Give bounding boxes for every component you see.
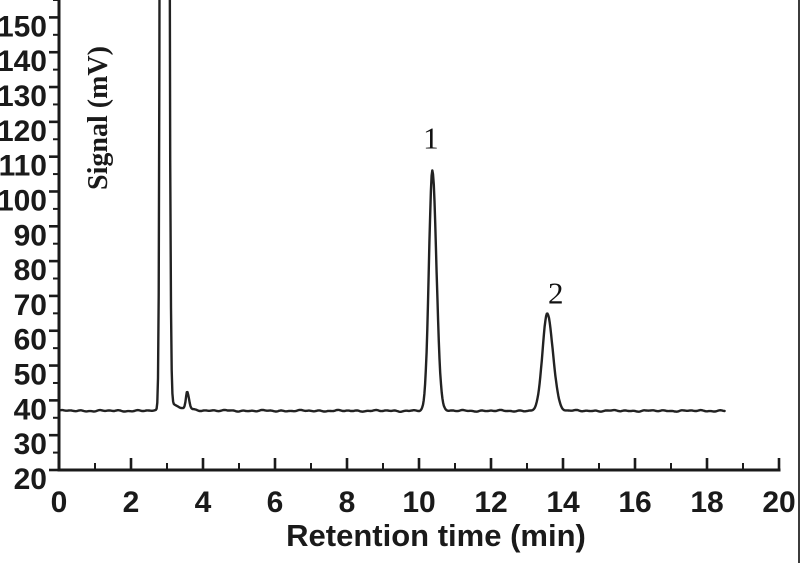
x-tick-label: 0: [51, 486, 68, 519]
x-tick-label: 2: [123, 486, 140, 519]
y-tick-label: 40: [14, 393, 47, 426]
y-tick-label: 60: [14, 324, 47, 357]
y-tick-label: 100: [0, 184, 47, 217]
signal-trace: [59, 0, 726, 413]
y-tick-label: 90: [14, 219, 47, 252]
x-axis-title: Retention time (min): [286, 518, 586, 553]
x-tick-label: 16: [618, 486, 651, 519]
y-tick-label: 20: [14, 463, 47, 496]
screenshot-right-edge-line: [798, 0, 800, 563]
peak-label-2: 2: [548, 275, 564, 310]
x-tick-label: 14: [546, 486, 580, 519]
y-tick-label: 140: [0, 45, 47, 78]
x-tick-label: 6: [267, 486, 284, 519]
y-axis-title: Signal (mV): [83, 46, 114, 190]
x-tick-label: 10: [402, 486, 435, 519]
x-tick-label: 18: [690, 486, 723, 519]
y-tick-label: 130: [0, 80, 47, 113]
y-tick-label: 80: [14, 254, 47, 287]
y-tick-label: 110: [0, 150, 47, 183]
y-tick-label: 30: [14, 428, 47, 461]
y-tick-label: 50: [14, 359, 47, 392]
y-tick-label: 70: [14, 289, 47, 322]
y-tick-label: 120: [0, 115, 47, 148]
y-tick-label: 150: [0, 10, 47, 43]
x-tick-label: 8: [339, 486, 356, 519]
peak-label-1: 1: [423, 121, 439, 156]
x-tick-label: 4: [195, 486, 212, 519]
x-tick-label: 20: [762, 486, 795, 519]
x-tick-label: 12: [474, 486, 507, 519]
